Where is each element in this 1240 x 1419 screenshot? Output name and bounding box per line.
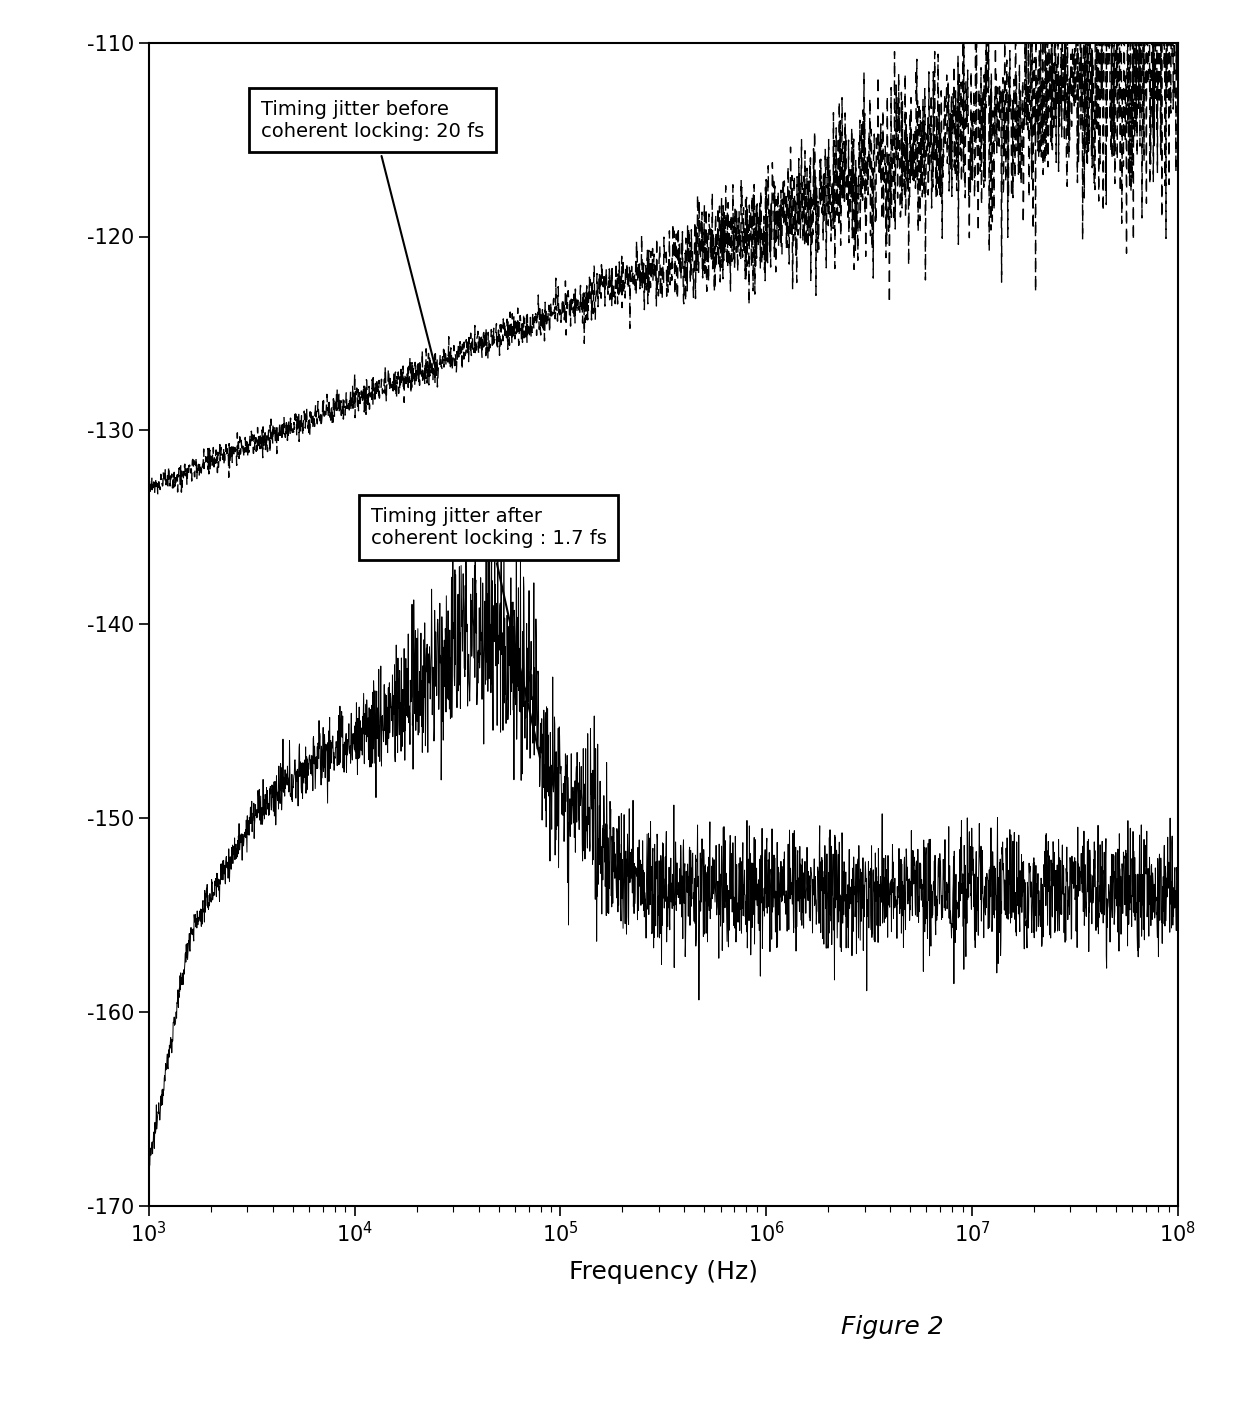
X-axis label: Frequency (Hz): Frequency (Hz)	[569, 1260, 758, 1284]
Text: Figure 2: Figure 2	[842, 1315, 944, 1340]
Text: Timing jitter after
coherent locking : 1.7 fs: Timing jitter after coherent locking : 1…	[371, 507, 606, 758]
Text: Timing jitter before
coherent locking: 20 fs: Timing jitter before coherent locking: 2…	[260, 99, 484, 369]
